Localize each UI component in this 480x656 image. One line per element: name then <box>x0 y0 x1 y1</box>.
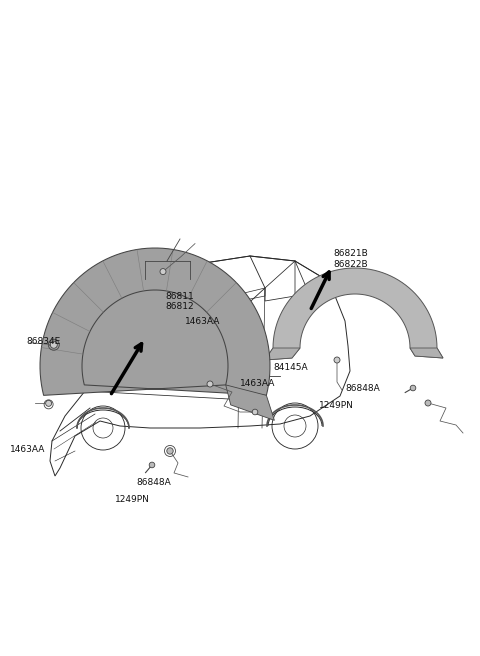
Text: 1463AA: 1463AA <box>185 317 220 326</box>
Circle shape <box>410 385 416 391</box>
Text: 1249PN: 1249PN <box>319 401 354 410</box>
Circle shape <box>425 400 431 406</box>
Polygon shape <box>410 348 443 358</box>
Circle shape <box>334 357 340 363</box>
Text: 86834E: 86834E <box>26 337 60 346</box>
Text: 86811
86812: 86811 86812 <box>166 292 194 312</box>
Text: 86848A: 86848A <box>346 384 380 393</box>
Polygon shape <box>265 348 300 360</box>
Circle shape <box>160 268 166 275</box>
Circle shape <box>46 400 52 406</box>
Text: 86848A: 86848A <box>137 478 171 487</box>
Circle shape <box>207 381 213 387</box>
Text: 86821B
86822B: 86821B 86822B <box>334 249 368 269</box>
Polygon shape <box>40 248 270 396</box>
Text: 84145A: 84145A <box>274 363 308 372</box>
Polygon shape <box>226 385 275 420</box>
Polygon shape <box>265 268 443 360</box>
Circle shape <box>167 448 173 454</box>
Text: 1463AA: 1463AA <box>240 379 276 388</box>
Circle shape <box>252 409 258 415</box>
Text: 1249PN: 1249PN <box>115 495 150 504</box>
Circle shape <box>149 462 155 468</box>
Text: 1463AA: 1463AA <box>10 445 45 454</box>
Circle shape <box>50 341 57 348</box>
